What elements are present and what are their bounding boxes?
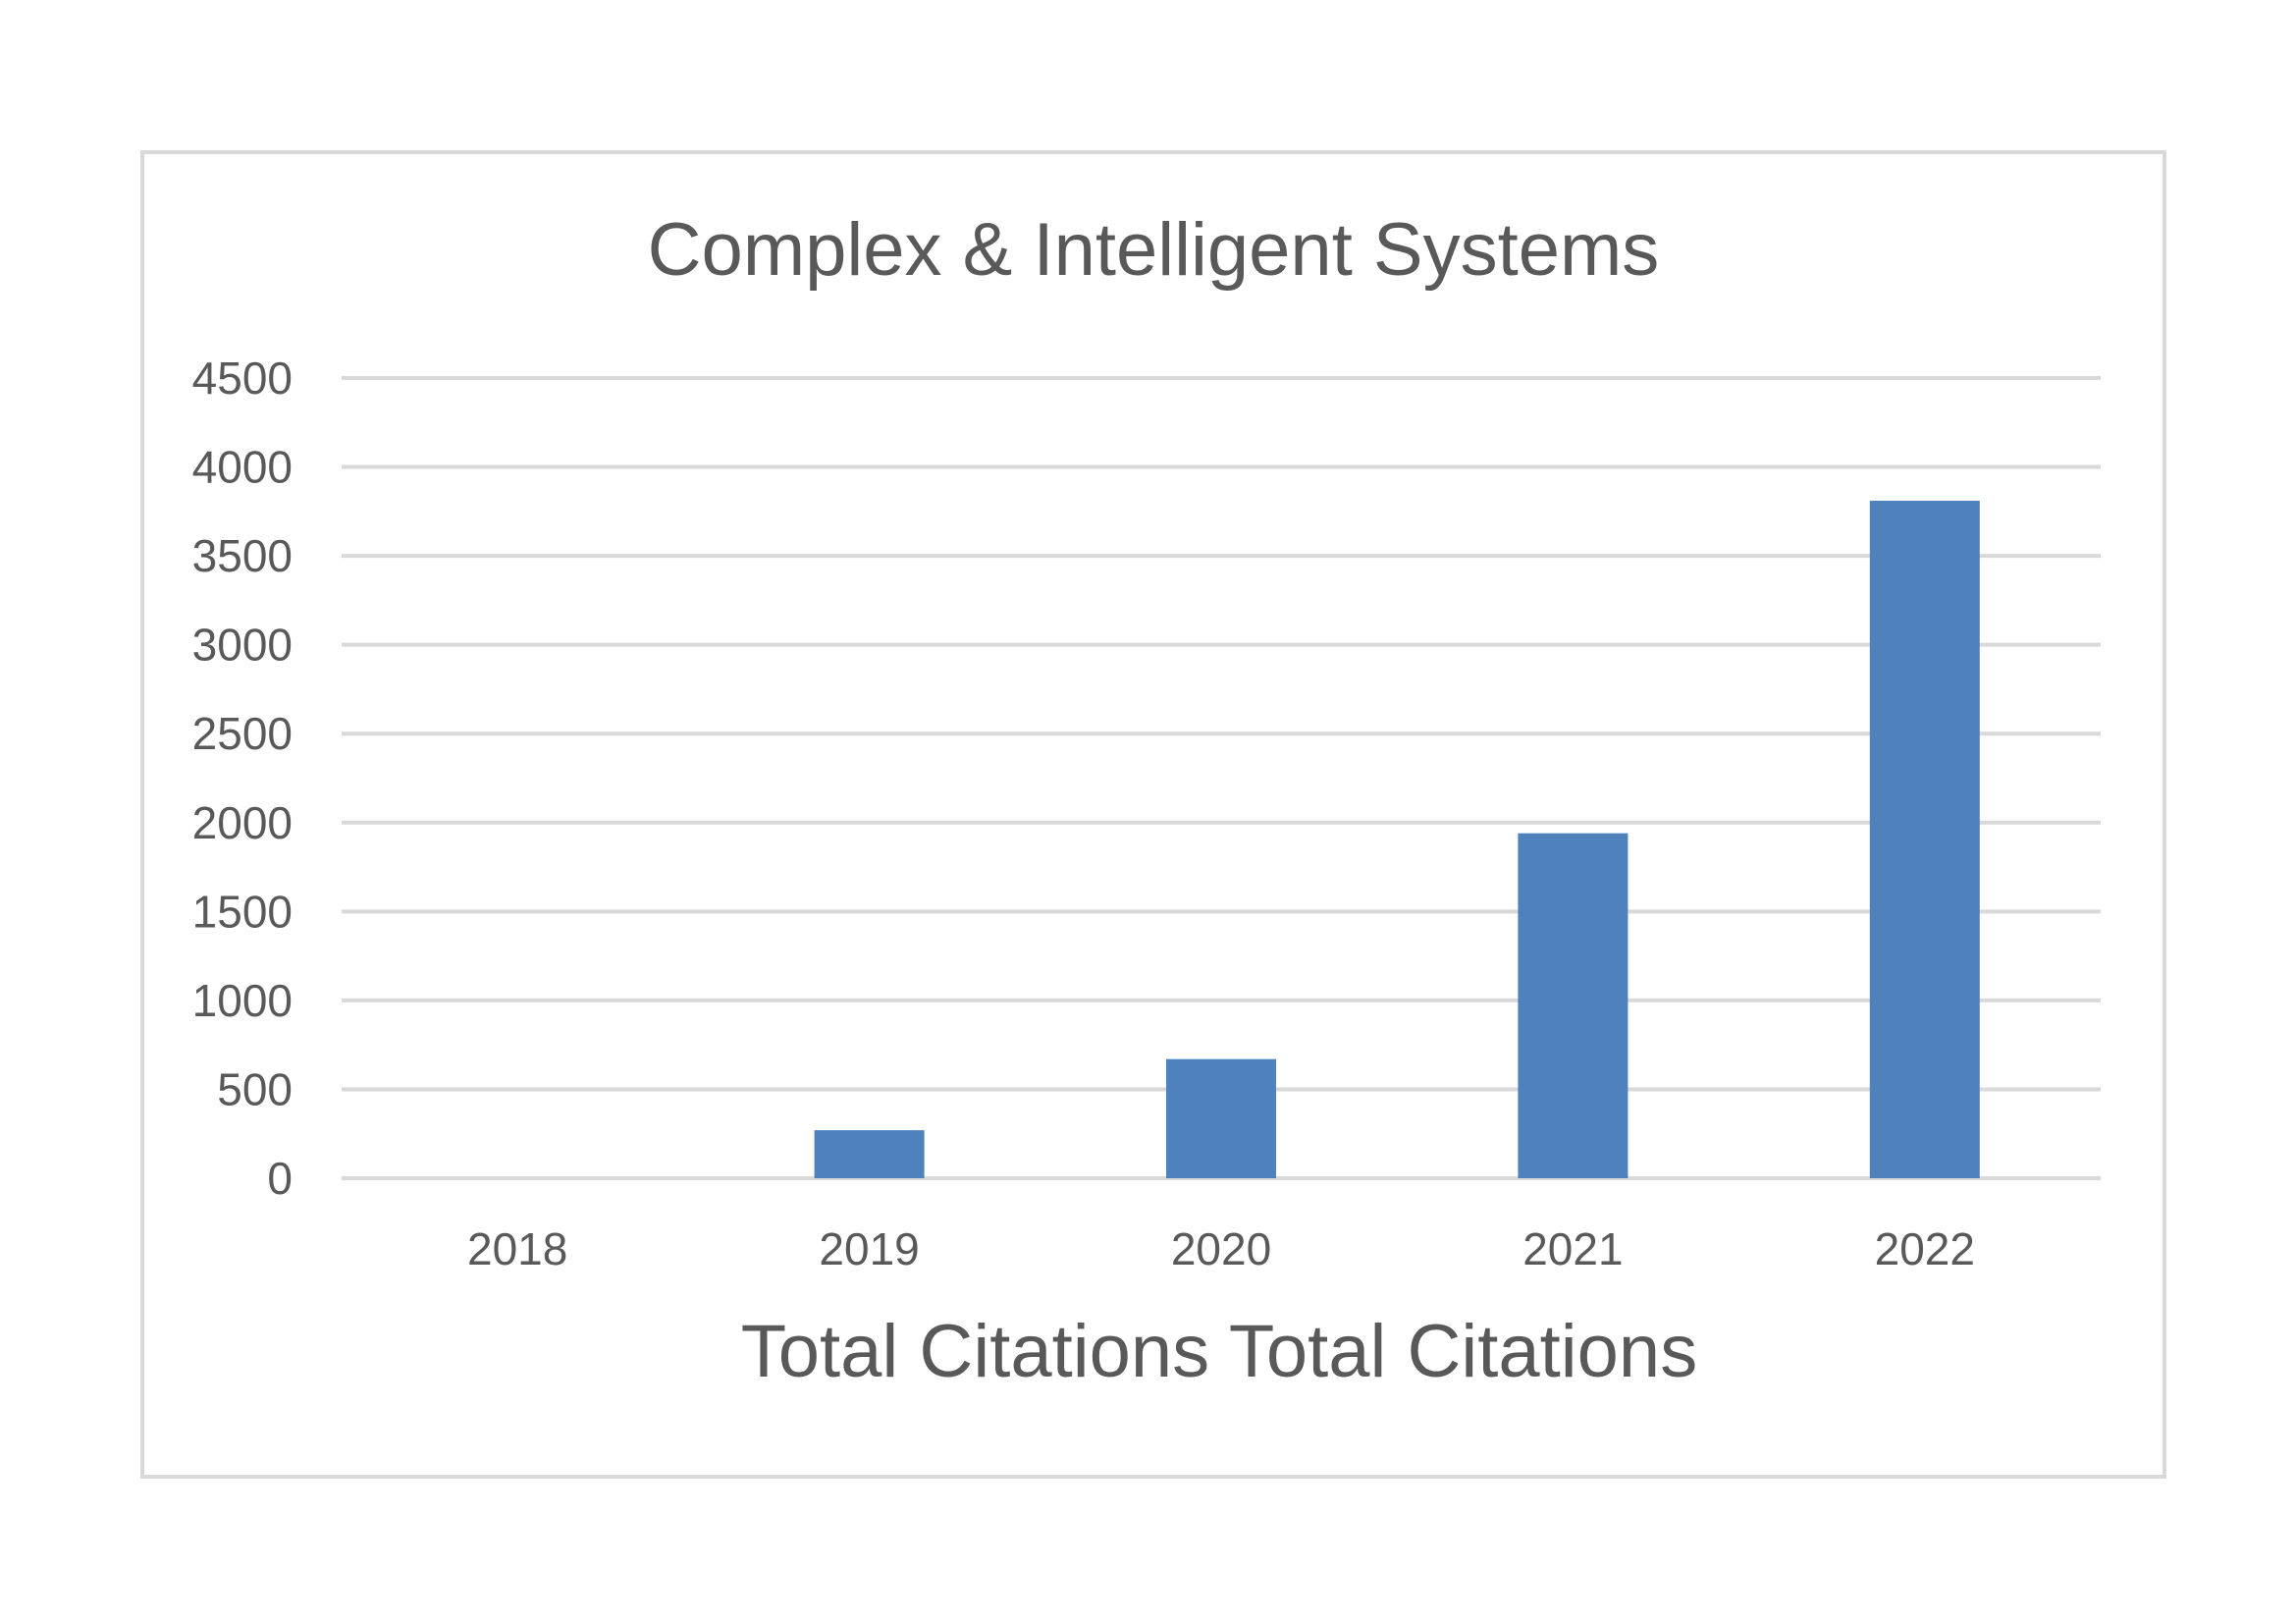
bars <box>814 500 1980 1178</box>
y-tick-label: 3000 <box>192 620 293 671</box>
gridlines <box>342 376 2101 1180</box>
bar-2021 <box>1518 833 1629 1178</box>
y-axis-ticks: 0 500 1000 1500 2000 2500 3000 3500 4000 4500 <box>192 352 293 1204</box>
x-tick-label: 2018 <box>467 1223 567 1274</box>
x-tick-label: 2020 <box>1171 1223 1271 1274</box>
x-tick-label: 2022 <box>1875 1223 1975 1274</box>
x-axis-title: Total Citations Total Citations <box>741 1310 1697 1393</box>
y-tick-label: 1000 <box>192 975 293 1026</box>
x-axis-ticks: 2018 2019 2020 2021 2022 <box>467 1223 1975 1274</box>
y-tick-label: 3500 <box>192 530 293 581</box>
chart-frame <box>140 150 2166 1479</box>
chart-title: Complex & Intelligent Systems <box>648 208 1660 292</box>
y-tick-label: 4500 <box>192 352 293 404</box>
y-tick-label: 2500 <box>192 708 293 759</box>
y-tick-label: 500 <box>217 1063 293 1114</box>
y-tick-label: 1500 <box>192 886 293 937</box>
bar-2022 <box>1869 500 1980 1178</box>
bar-2020 <box>1166 1058 1276 1178</box>
x-tick-label: 2021 <box>1522 1223 1623 1274</box>
y-tick-label: 2000 <box>192 797 293 848</box>
x-tick-label: 2019 <box>819 1223 919 1274</box>
y-tick-label: 0 <box>267 1153 293 1204</box>
bar-2019 <box>814 1130 925 1178</box>
y-tick-label: 4000 <box>192 442 293 493</box>
